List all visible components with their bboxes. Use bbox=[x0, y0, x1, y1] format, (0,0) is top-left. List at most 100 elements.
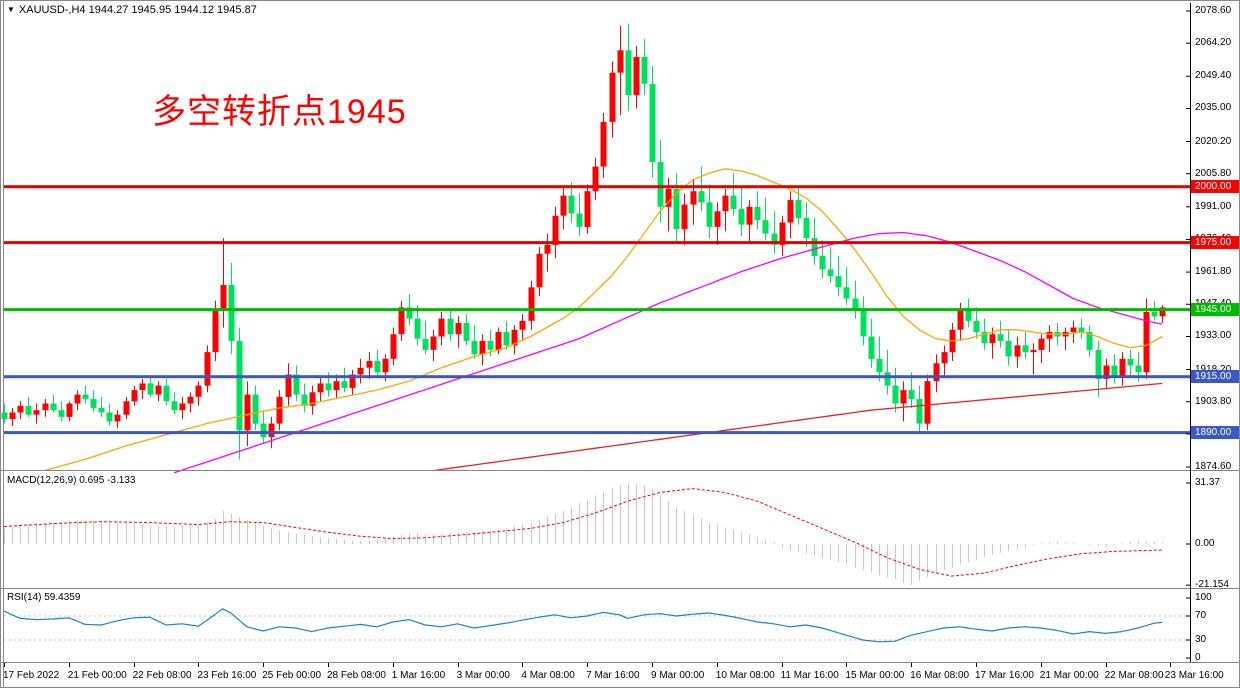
candle-body bbox=[1095, 349, 1102, 379]
candle-body bbox=[1070, 327, 1077, 332]
candle-body bbox=[973, 320, 980, 332]
candle-body bbox=[746, 206, 753, 225]
candle-body bbox=[1151, 311, 1158, 317]
candle-body bbox=[835, 276, 842, 288]
candle-body bbox=[349, 374, 356, 388]
candle-body bbox=[276, 396, 283, 424]
candle-body bbox=[933, 363, 940, 382]
candle-body bbox=[1038, 338, 1045, 350]
candle-body bbox=[212, 309, 219, 353]
candle-body bbox=[438, 318, 445, 337]
candle-body bbox=[860, 309, 867, 337]
candle-body bbox=[374, 361, 381, 373]
candle-body bbox=[414, 318, 421, 339]
candle-body bbox=[1127, 358, 1134, 366]
candle-body bbox=[609, 72, 616, 122]
candle-body bbox=[333, 381, 340, 391]
candle-body bbox=[228, 285, 235, 341]
candle-body bbox=[852, 298, 859, 310]
candle-body bbox=[106, 412, 113, 422]
candle-body bbox=[600, 121, 607, 167]
candle-body bbox=[90, 399, 97, 408]
candle-body bbox=[779, 222, 786, 245]
candle-body bbox=[382, 358, 389, 373]
candle-body bbox=[811, 238, 818, 256]
candle-body bbox=[366, 361, 373, 368]
candle-body bbox=[892, 385, 899, 404]
candle-body bbox=[762, 220, 769, 234]
candle-body bbox=[738, 209, 745, 225]
candle-body bbox=[965, 309, 972, 321]
candle-body bbox=[33, 410, 40, 415]
candle-body bbox=[989, 334, 996, 344]
candle-body bbox=[236, 340, 243, 431]
candle-body bbox=[657, 162, 664, 207]
candle-body bbox=[406, 307, 413, 319]
candle-body bbox=[617, 50, 624, 73]
candle-body bbox=[495, 332, 502, 350]
horizontal-price-line bbox=[4, 185, 1190, 189]
candle-body bbox=[641, 57, 648, 84]
candle-body bbox=[900, 390, 907, 404]
candle-body bbox=[9, 412, 16, 420]
rsi-line bbox=[3, 608, 1163, 643]
horizontal-price-line bbox=[4, 308, 1190, 312]
candle-body bbox=[868, 336, 875, 359]
candle-body bbox=[66, 403, 73, 417]
candle-body bbox=[843, 287, 850, 299]
candle-body bbox=[195, 385, 202, 397]
candle-body bbox=[430, 336, 437, 350]
candle-body bbox=[754, 206, 761, 221]
candle-body bbox=[1005, 340, 1012, 357]
candle-body bbox=[147, 383, 154, 395]
candle-body bbox=[625, 50, 632, 95]
candle-body bbox=[398, 307, 405, 335]
horizontal-price-line bbox=[4, 241, 1190, 245]
candle-body bbox=[1143, 311, 1150, 373]
candle-body bbox=[916, 399, 923, 424]
candle-body bbox=[997, 334, 1004, 341]
candle-body bbox=[584, 191, 591, 227]
candle-body bbox=[795, 200, 802, 218]
candle-body bbox=[187, 396, 194, 404]
candle-body bbox=[730, 195, 737, 209]
candle-body bbox=[1159, 307, 1166, 317]
candle-body bbox=[827, 269, 834, 277]
candle-body bbox=[471, 340, 478, 355]
candle-body bbox=[123, 401, 130, 415]
candle-body bbox=[633, 57, 640, 95]
horizontal-price-line bbox=[4, 431, 1190, 435]
candle-body bbox=[163, 385, 170, 402]
candle-body bbox=[1030, 349, 1037, 353]
candle-body bbox=[1078, 327, 1085, 332]
candle-body bbox=[649, 83, 656, 163]
candle-body bbox=[722, 195, 729, 212]
slow-ma-line bbox=[433, 382, 1163, 472]
candle-body bbox=[1022, 345, 1029, 353]
candle-body bbox=[1119, 358, 1126, 377]
candle-body bbox=[325, 383, 332, 391]
candle-body bbox=[179, 403, 186, 411]
candle-body bbox=[1046, 332, 1053, 339]
candle-body bbox=[390, 334, 397, 359]
candle-body bbox=[1086, 332, 1093, 350]
candle-body bbox=[698, 191, 705, 203]
candle-body bbox=[665, 188, 672, 207]
candle-body bbox=[58, 410, 65, 417]
candle-body bbox=[819, 256, 826, 270]
candle-body bbox=[957, 309, 964, 330]
candle-body bbox=[981, 332, 988, 344]
candle-body bbox=[487, 340, 494, 350]
candle-body bbox=[479, 340, 486, 355]
macd-signal-line bbox=[3, 488, 1163, 577]
candle-body bbox=[25, 405, 32, 415]
fast-ma-line bbox=[44, 168, 1163, 472]
candle-body bbox=[876, 358, 883, 373]
candle-body bbox=[114, 414, 121, 422]
candle-body bbox=[568, 195, 575, 214]
candle-body bbox=[463, 323, 470, 341]
candle-body bbox=[706, 202, 713, 227]
candle-body bbox=[171, 401, 178, 411]
